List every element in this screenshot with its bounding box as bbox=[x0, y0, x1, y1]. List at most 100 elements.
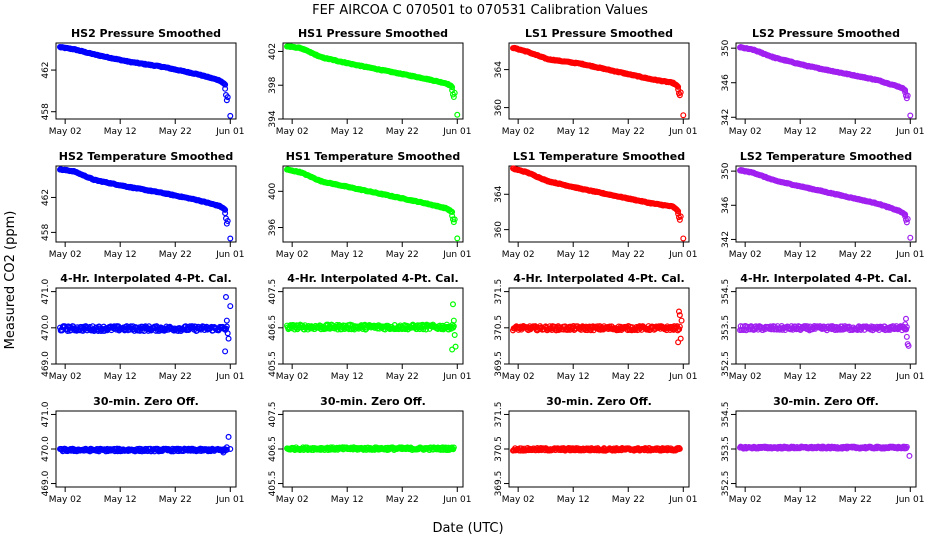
data-point bbox=[676, 312, 683, 319]
x-tick-label: May 02 bbox=[276, 250, 309, 260]
x-tick-label: May 12 bbox=[104, 495, 137, 505]
x-tick-label: May 02 bbox=[49, 250, 82, 260]
data-point bbox=[676, 445, 683, 452]
panel-title: 30-min. Zero Off. bbox=[546, 395, 652, 408]
x-tick-label: Jun 01 bbox=[215, 250, 244, 260]
data-point bbox=[678, 317, 685, 324]
plot-frame bbox=[282, 287, 464, 365]
x-tick-label: May 22 bbox=[386, 250, 419, 260]
x-tick-label: May 22 bbox=[386, 372, 419, 382]
panel-title: 30-min. Zero Off. bbox=[320, 395, 426, 408]
x-tick-label: May 22 bbox=[839, 250, 872, 260]
x-tick-label: May 02 bbox=[276, 127, 309, 137]
panel-8: 4-Hr. Interpolated 4-Pt. Cal. 469.0 470.0 4… bbox=[41, 272, 244, 382]
x-tick-label: May 12 bbox=[331, 495, 364, 505]
x-tick-label: May 12 bbox=[331, 127, 364, 137]
y-tick-label: 407.5 bbox=[268, 279, 278, 305]
y-axis-label: Measured CO2 (ppm) bbox=[3, 211, 18, 350]
data-point bbox=[449, 209, 456, 216]
data-point bbox=[227, 112, 234, 119]
data-point bbox=[904, 92, 911, 99]
plot-frame bbox=[55, 42, 237, 120]
data-point bbox=[222, 348, 229, 355]
data-point bbox=[903, 333, 910, 340]
y-tick-label: 370.5 bbox=[494, 436, 504, 462]
y-tick-label: 354.5 bbox=[721, 279, 731, 305]
figure-title: FEF AIRCOA C 070501 to 070531 Calibratio… bbox=[312, 3, 648, 18]
panel-title: LS1 Temperature Smoothed bbox=[513, 150, 685, 163]
y-tick-label: 470.0 bbox=[41, 436, 51, 462]
y-tick-label: 400 bbox=[268, 182, 278, 199]
x-tick-label: May 22 bbox=[159, 127, 192, 137]
plot-frame bbox=[508, 165, 690, 243]
y-tick-label: 471.0 bbox=[41, 401, 51, 427]
y-tick-label: 360 bbox=[494, 221, 504, 238]
y-tick-label: 369.5 bbox=[494, 351, 504, 377]
y-tick-label: 469.0 bbox=[41, 351, 51, 377]
y-tick-label: 350 bbox=[721, 39, 731, 56]
plot-frame bbox=[508, 287, 690, 365]
data-point bbox=[677, 89, 684, 96]
panel-title: 4-Hr. Interpolated 4-Pt. Cal. bbox=[513, 272, 684, 285]
x-axis-label: Date (UTC) bbox=[432, 521, 503, 536]
y-tick-label: 462 bbox=[41, 189, 51, 206]
data-point bbox=[680, 112, 687, 119]
x-tick-label: May 12 bbox=[331, 250, 364, 260]
y-tick-label: 471.0 bbox=[41, 278, 51, 304]
x-tick-label: May 12 bbox=[104, 372, 137, 382]
x-tick-label: May 02 bbox=[502, 250, 535, 260]
panel-3: LS2 Pressure Smoothed 342 346 350 May 02 May … bbox=[721, 27, 924, 137]
panel-7: LS2 Temperature Smoothed 342 346 350 May 02 M… bbox=[721, 150, 924, 260]
data-point bbox=[222, 294, 229, 301]
data-point bbox=[224, 94, 231, 101]
panel-12: 30-min. Zero Off. 469.0 470.0 471.0 May 02 Ma… bbox=[41, 395, 244, 505]
y-tick-label: 353.5 bbox=[721, 436, 731, 462]
x-tick-label: May 22 bbox=[612, 250, 645, 260]
data-point bbox=[676, 323, 683, 330]
data-point bbox=[223, 220, 230, 227]
data-point bbox=[450, 444, 457, 451]
y-tick-label: 405.5 bbox=[268, 471, 278, 497]
data-point bbox=[220, 449, 227, 456]
x-tick-label: May 22 bbox=[386, 127, 419, 137]
y-tick-label: 470.0 bbox=[41, 315, 51, 341]
x-tick-label: Jun 01 bbox=[215, 127, 244, 137]
x-tick-label: Jun 01 bbox=[895, 250, 924, 260]
y-tick-label: 402 bbox=[268, 43, 278, 60]
panel-5: HS1 Temperature Smoothed 396 400 May 02 May … bbox=[268, 150, 471, 260]
panel-title: 30-min. Zero Off. bbox=[93, 395, 199, 408]
x-tick-label: May 12 bbox=[557, 127, 590, 137]
data-point bbox=[454, 111, 461, 118]
plot-frame bbox=[508, 42, 690, 120]
x-tick-label: May 02 bbox=[502, 127, 535, 137]
y-tick-label: 360 bbox=[494, 99, 504, 116]
x-tick-label: May 12 bbox=[784, 127, 817, 137]
panel-title: HS2 Temperature Smoothed bbox=[59, 150, 234, 163]
x-tick-label: May 12 bbox=[784, 250, 817, 260]
y-tick-label: 458 bbox=[41, 224, 51, 241]
panel-title: HS1 Temperature Smoothed bbox=[286, 150, 461, 163]
y-tick-label: 469.0 bbox=[41, 470, 51, 496]
data-point bbox=[222, 206, 229, 213]
x-tick-label: May 22 bbox=[839, 127, 872, 137]
x-tick-label: Jun 01 bbox=[442, 127, 471, 137]
y-tick-label: 396 bbox=[268, 219, 278, 236]
panel-11: 4-Hr. Interpolated 4-Pt. Cal. 352.5 353.5 3… bbox=[721, 272, 924, 382]
panel-0: HS2 Pressure Smoothed 458 462 May 02 May 12 M… bbox=[41, 27, 244, 137]
x-tick-label: Jun 01 bbox=[215, 372, 244, 382]
x-tick-label: May 22 bbox=[612, 495, 645, 505]
data-point bbox=[907, 112, 914, 119]
panels-grid: HS2 Pressure Smoothed 458 462 May 02 May 12 M… bbox=[41, 27, 924, 505]
y-tick-label: 371.5 bbox=[494, 402, 504, 428]
panel-title: 4-Hr. Interpolated 4-Pt. Cal. bbox=[60, 272, 231, 285]
plot-frame bbox=[735, 165, 917, 243]
data-point bbox=[676, 216, 683, 223]
data-point bbox=[224, 330, 231, 337]
data-point bbox=[227, 446, 234, 453]
data-point bbox=[680, 235, 687, 242]
data-point bbox=[675, 208, 682, 215]
x-tick-label: Jun 01 bbox=[895, 127, 924, 137]
x-tick-label: May 02 bbox=[49, 372, 82, 382]
panel-14: 30-min. Zero Off. 369.5 370.5 371.5 May 02 Ma… bbox=[494, 395, 697, 505]
panel-10: 4-Hr. Interpolated 4-Pt. Cal. 369.5 370.5 3… bbox=[494, 272, 697, 382]
